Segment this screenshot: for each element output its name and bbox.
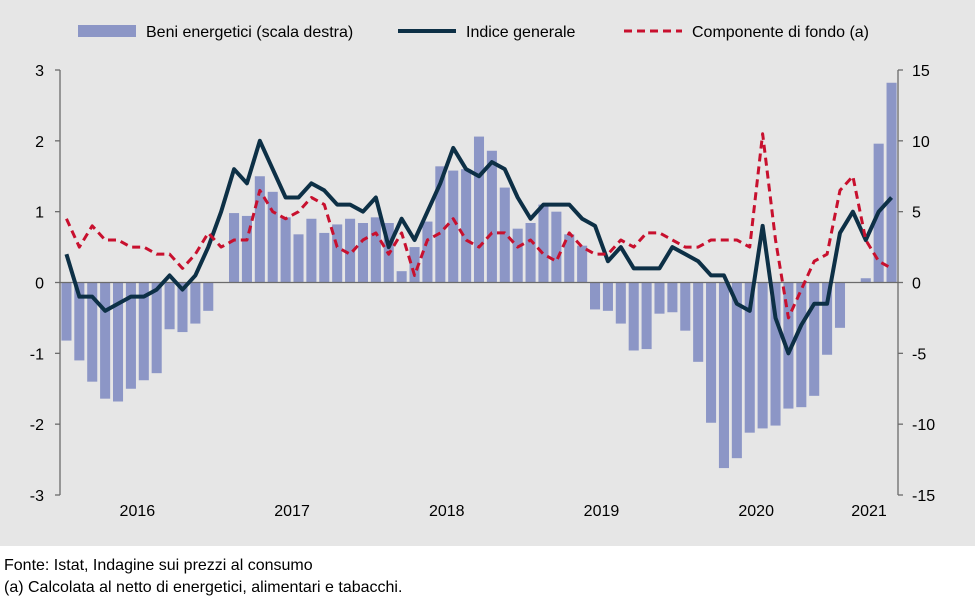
source-note: Fonte: Istat, Indagine sui prezzi al con… [4, 557, 313, 574]
axes [55, 69, 903, 496]
right-tick-label: 0 [912, 276, 921, 293]
energy-bar [770, 282, 781, 426]
energy-bar [525, 223, 536, 283]
energy-bar [486, 150, 497, 283]
energy-bar [177, 282, 188, 333]
left-tick-label: 2 [35, 134, 44, 151]
energy-bar [125, 282, 136, 389]
right-tick-label: 15 [912, 63, 930, 80]
left-tick-label: -3 [30, 488, 44, 505]
energy-bar [654, 282, 665, 314]
energy-bar [293, 234, 304, 283]
legend: Beni energetici (scala destra) Indice gen… [78, 24, 869, 41]
energy-bar [100, 282, 111, 399]
energy-bar [345, 218, 356, 283]
energy-bar [164, 282, 175, 330]
energy-bar [203, 282, 214, 311]
energy-bar [512, 228, 523, 283]
energy-bar [61, 282, 72, 341]
energy-bar [641, 282, 652, 350]
energy-bars [61, 82, 897, 469]
chart-panel: -3 -2 -1 0 1 2 3 -15 -10 -5 0 5 10 15 2016 2017 2018 2019… [0, 0, 975, 546]
energy-bar [499, 187, 510, 283]
energy-bar [718, 282, 729, 469]
left-tick-label: 0 [35, 276, 44, 293]
energy-bar [744, 282, 755, 433]
energy-bar [448, 170, 459, 283]
energy-bar [473, 136, 485, 283]
left-tick-label: -1 [30, 346, 44, 363]
energy-bar [409, 247, 420, 283]
year-label: 2016 [120, 503, 156, 520]
energy-bar [706, 282, 717, 423]
right-tick-label: -5 [912, 346, 926, 363]
energy-bar [461, 169, 472, 283]
energy-bar [551, 211, 562, 283]
energy-bar [757, 282, 768, 429]
energy-bar [280, 217, 291, 283]
energy-bar [693, 282, 704, 362]
energy-bar [667, 282, 678, 313]
energy-bar [241, 215, 252, 283]
energy-bar [229, 213, 240, 283]
legend-swatch-energy [78, 25, 136, 37]
energy-bar [306, 218, 317, 283]
energy-bar [590, 282, 601, 310]
energy-bar [834, 282, 846, 328]
energy-bar [796, 282, 807, 408]
energy-bar [822, 282, 833, 355]
legend-label: Componente di fondo (a) [692, 24, 869, 41]
year-label: 2021 [851, 503, 887, 520]
right-tick-label: 10 [912, 134, 930, 151]
energy-bar [319, 232, 330, 283]
energy-bar [422, 221, 433, 283]
core-inflation-line [65, 132, 893, 320]
energy-bar [615, 282, 626, 324]
energy-bar [577, 245, 588, 283]
year-label: 2017 [274, 503, 310, 520]
headline-index-line [64, 138, 894, 356]
energy-bar [112, 282, 124, 402]
right-tick-label: -15 [912, 488, 935, 505]
year-label: 2018 [429, 503, 465, 520]
energy-bar [602, 282, 613, 311]
energy-bar [190, 282, 201, 324]
energy-bar [370, 217, 381, 283]
lines [64, 132, 894, 356]
energy-bar [680, 282, 691, 331]
energy-bar [564, 234, 575, 283]
left-tick-label: 3 [35, 63, 44, 80]
year-label: 2020 [738, 503, 774, 520]
left-tick-label: 1 [35, 205, 44, 222]
energy-bar [74, 282, 85, 361]
legend-label: Beni energetici (scala destra) [146, 24, 353, 41]
energy-bar [783, 282, 794, 409]
left-tick-label: -2 [30, 417, 44, 434]
energy-bar [731, 282, 742, 459]
right-tick-label: 5 [912, 205, 921, 222]
energy-bar [151, 282, 162, 374]
energy-bar [538, 204, 549, 283]
energy-bar [860, 278, 871, 283]
energy-bar [396, 271, 407, 283]
energy-bar [357, 223, 368, 283]
energy-bar [138, 282, 149, 381]
legend-label: Indice generale [466, 24, 576, 41]
energy-bar [254, 176, 265, 283]
energy-bar [87, 282, 98, 382]
energy-bar [332, 224, 343, 283]
year-label: 2019 [584, 503, 620, 520]
energy-bar [435, 166, 446, 283]
energy-bar [628, 282, 639, 351]
energy-bar [267, 191, 278, 283]
footnote-a: (a) Calcolata al netto di energetici, al… [4, 579, 403, 596]
energy-bar [809, 282, 820, 396]
right-tick-label: -10 [912, 417, 935, 434]
energy-bar [886, 82, 897, 283]
